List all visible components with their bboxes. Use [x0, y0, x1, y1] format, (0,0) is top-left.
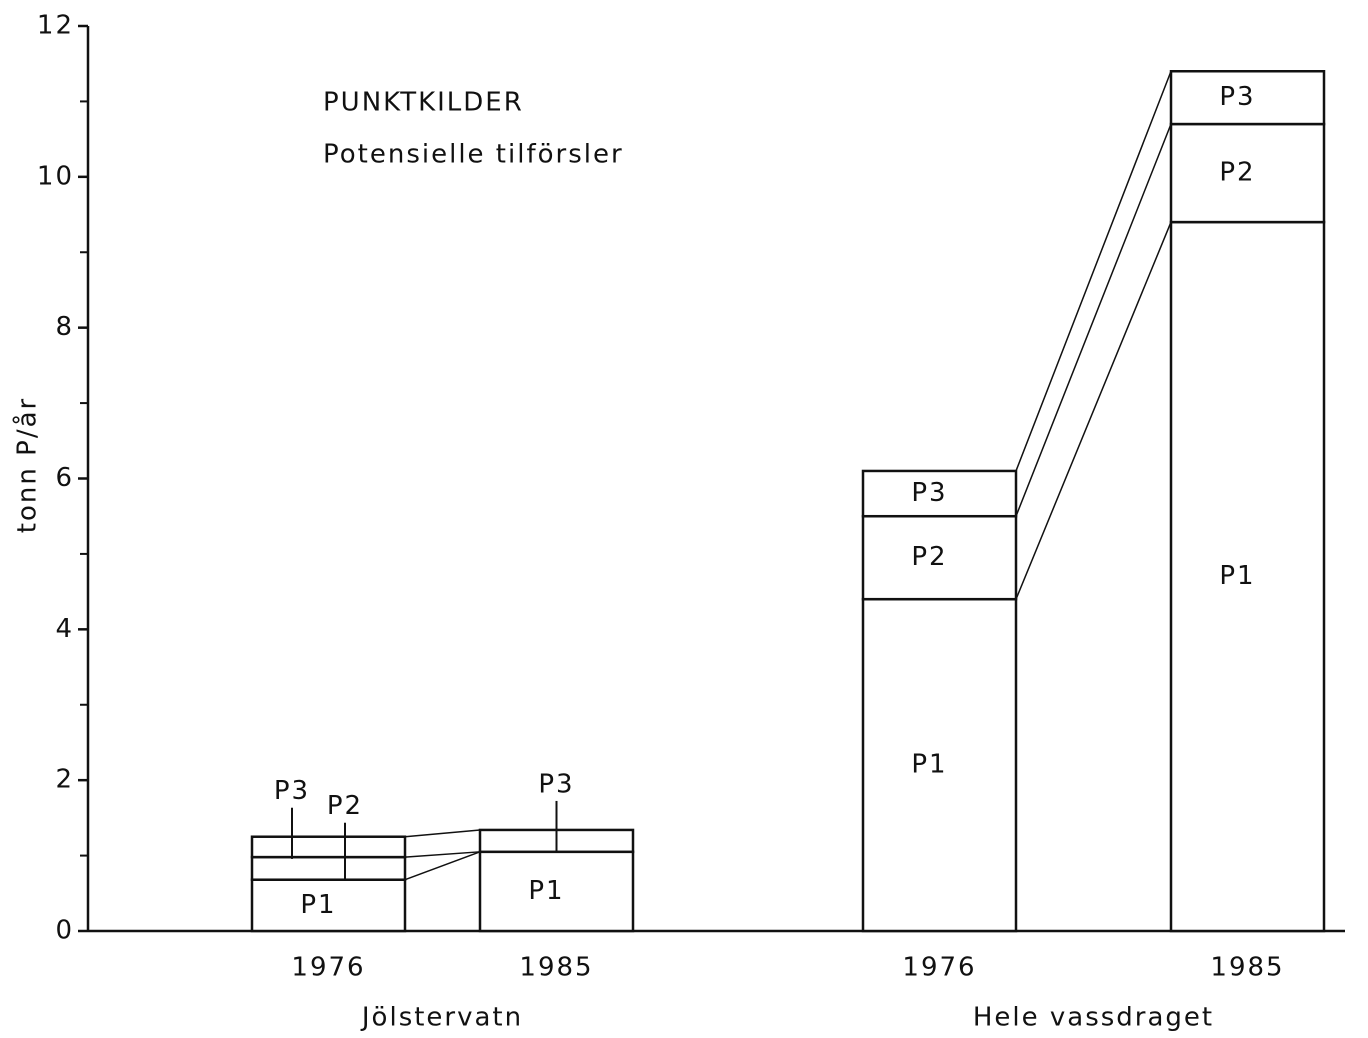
bar-segment: [1169, 122, 1326, 224]
segment-label: P1: [1219, 561, 1255, 591]
segment-label: P2: [911, 542, 947, 572]
segment-label: P3: [274, 776, 310, 806]
connector: [1015, 123, 1172, 517]
bar-segment: [478, 850, 635, 933]
bar-segment: [250, 835, 407, 859]
segment-label: P1: [300, 890, 336, 920]
segment-label: P2: [327, 791, 363, 821]
segment-label: P1: [528, 876, 564, 906]
x-tick-label: 1985: [519, 953, 593, 983]
y-tick-label: 2: [55, 765, 74, 795]
group-label: Hele vassdraget: [973, 1003, 1214, 1033]
y-tick-label: 4: [55, 614, 74, 644]
connector: [404, 851, 481, 881]
bar-segment: [861, 469, 1018, 518]
bar-segment: [250, 855, 407, 881]
bar-segment: [1169, 220, 1326, 933]
segment-label: P3: [538, 769, 574, 799]
connector: [404, 851, 481, 858]
bar-segment: [1169, 70, 1326, 126]
segment-label: P3: [1219, 82, 1255, 112]
segment-label: P2: [1219, 158, 1255, 188]
segment-label: P3: [911, 478, 947, 508]
connector: [1015, 70, 1172, 472]
y-axis-label: tonn P/år: [12, 397, 43, 533]
annotation: PUNKTKILDER: [323, 88, 524, 118]
y-tick-label: 10: [37, 161, 74, 191]
x-tick-label: 1976: [291, 953, 365, 983]
x-tick-label: 1985: [1210, 953, 1284, 983]
y-tick-label: 6: [55, 463, 74, 493]
bar-segment: [250, 878, 407, 933]
y-tick-label: 8: [55, 312, 74, 342]
x-tick-label: 1976: [902, 953, 976, 983]
annotation: Potensielle tilförsler: [323, 140, 624, 170]
segment-label: P1: [911, 750, 947, 780]
y-tick-label: 0: [55, 916, 74, 946]
connector: [1015, 221, 1172, 600]
y-tick-label: 12: [37, 11, 74, 41]
connector: [404, 829, 481, 838]
group-label: Jölstervatn: [360, 1003, 523, 1033]
